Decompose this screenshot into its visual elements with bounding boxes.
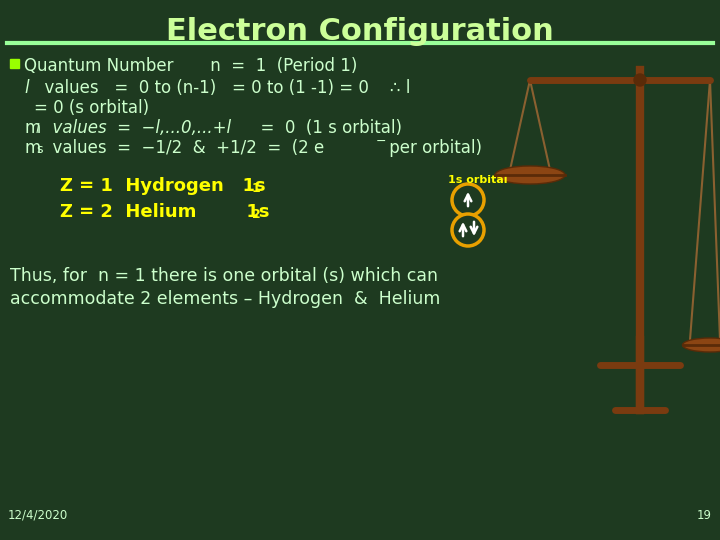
Text: accommodate 2 elements – Hydrogen  &  Helium: accommodate 2 elements – Hydrogen & Heli… bbox=[10, 290, 441, 308]
Text: 2: 2 bbox=[252, 208, 261, 221]
Text: Z = 2  Helium        1s: Z = 2 Helium 1s bbox=[60, 203, 269, 221]
Text: m: m bbox=[24, 119, 40, 137]
Text: 1s orbital: 1s orbital bbox=[448, 175, 508, 185]
Text: values  =  −1/2  &  +1/2  =  (2 e: values = −1/2 & +1/2 = (2 e bbox=[42, 139, 324, 157]
Text: values  =  −l,...0,...+l: values = −l,...0,...+l bbox=[42, 119, 231, 137]
Text: Z = 1  Hydrogen   1s: Z = 1 Hydrogen 1s bbox=[60, 177, 266, 195]
Ellipse shape bbox=[495, 166, 565, 184]
Ellipse shape bbox=[683, 338, 720, 352]
Circle shape bbox=[452, 214, 484, 246]
Text: −: − bbox=[376, 135, 387, 148]
Text: s: s bbox=[36, 143, 42, 156]
Text: per orbital): per orbital) bbox=[384, 139, 482, 157]
Circle shape bbox=[634, 74, 646, 86]
Bar bbox=[10, 59, 19, 68]
Text: =  0  (1 s orbital): = 0 (1 s orbital) bbox=[250, 119, 402, 137]
Text: Quantum Number       n  =  1  (Period 1): Quantum Number n = 1 (Period 1) bbox=[24, 57, 357, 75]
Text: Thus, for  n = 1 there is one orbital (s) which can: Thus, for n = 1 there is one orbital (s)… bbox=[10, 267, 438, 285]
Text: values   =  0 to (n-1)   = 0 to (1 -1) = 0    ∴ l: values = 0 to (n-1) = 0 to (1 -1) = 0 ∴ … bbox=[34, 79, 410, 97]
Text: m: m bbox=[24, 139, 40, 157]
Text: 19: 19 bbox=[697, 509, 712, 522]
Text: l: l bbox=[36, 123, 40, 136]
Text: 1: 1 bbox=[252, 182, 261, 195]
Text: l: l bbox=[24, 79, 29, 97]
Circle shape bbox=[452, 184, 484, 216]
Text: = 0 (s orbital): = 0 (s orbital) bbox=[34, 99, 149, 117]
Text: Electron Configuration: Electron Configuration bbox=[166, 17, 554, 46]
Text: 12/4/2020: 12/4/2020 bbox=[8, 509, 68, 522]
